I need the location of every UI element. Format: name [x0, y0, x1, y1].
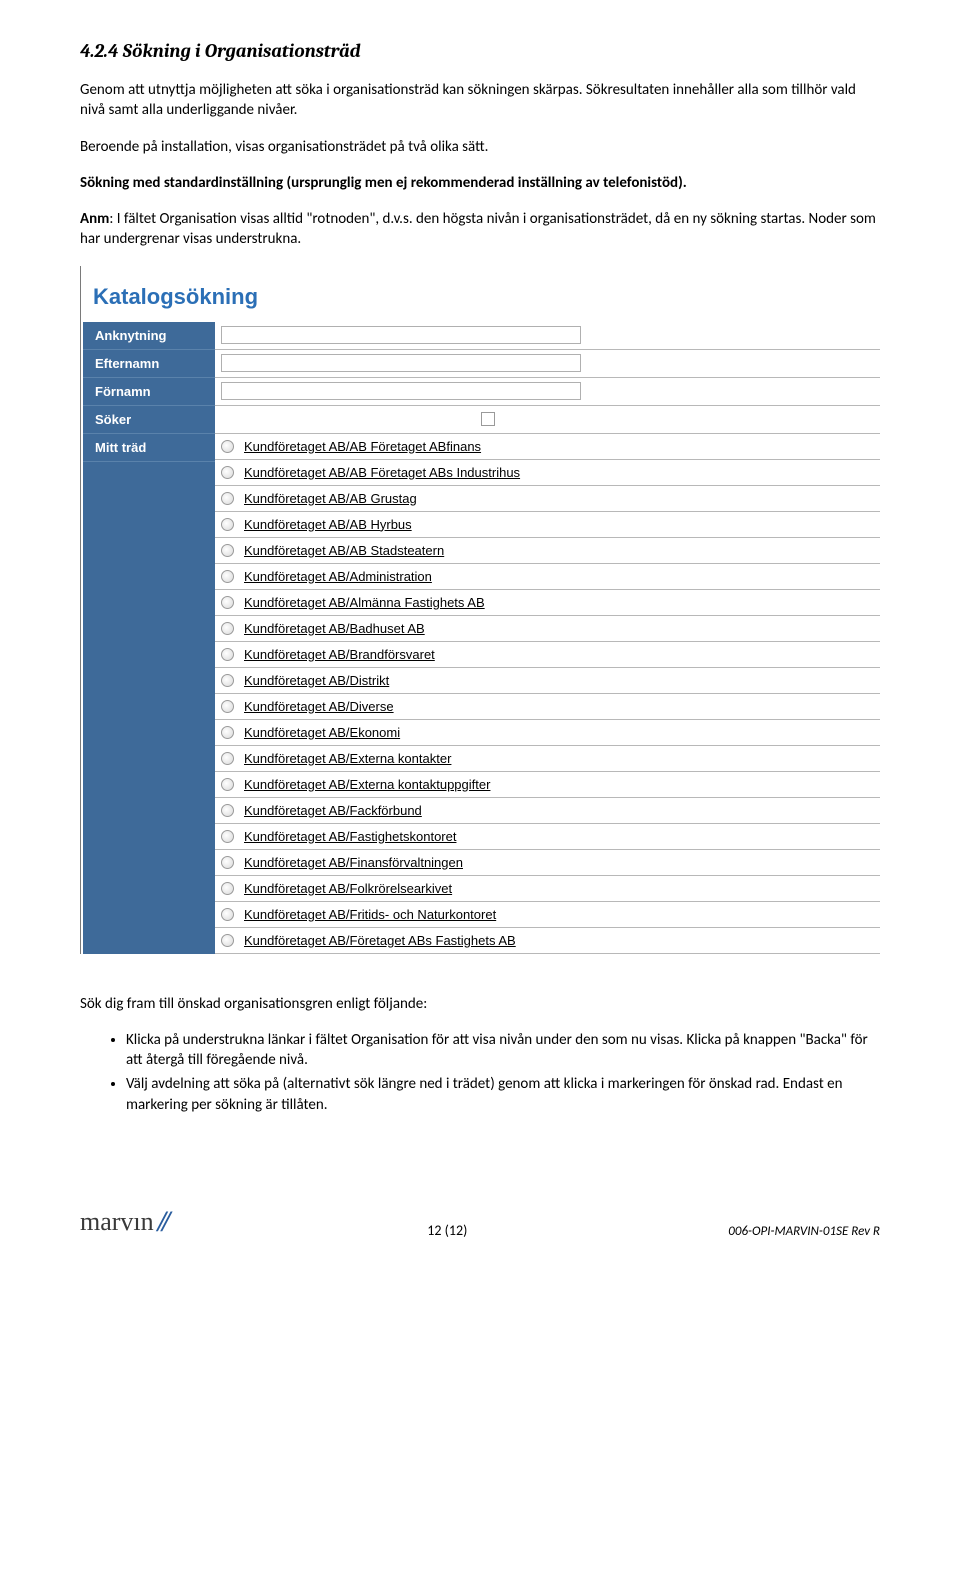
input-row — [215, 378, 880, 406]
tree-link[interactable]: Kundföretaget AB/AB Grustag — [244, 491, 417, 506]
checkbox-row — [215, 406, 880, 434]
embedded-screenshot: Katalogsökning AnknytningEfternamnFörnam… — [80, 266, 880, 954]
text-input[interactable] — [221, 326, 581, 344]
tree-row: Kundföretaget AB/Folkrörelsearkivet — [215, 876, 880, 902]
tree-link[interactable]: Kundföretaget AB/Almänna Fastighets AB — [244, 595, 485, 610]
text-input[interactable] — [221, 354, 581, 372]
list-item: Välj avdelning att söka på (alternativt … — [126, 1074, 880, 1115]
radio-icon[interactable] — [221, 830, 234, 843]
paragraph-standard: Sökning med standardinställning (ursprun… — [80, 173, 880, 193]
radio-icon[interactable] — [221, 882, 234, 895]
tree-link[interactable]: Kundföretaget AB/Administration — [244, 569, 432, 584]
sidebar-fill — [83, 462, 215, 954]
tree-link[interactable]: Kundföretaget AB/AB Stadsteatern — [244, 543, 444, 558]
logo: marvın // — [80, 1205, 166, 1239]
form-label: Efternamn — [83, 350, 215, 378]
tree-row: Kundföretaget AB/AB Stadsteatern — [215, 538, 880, 564]
document-id: 006-OPI-MARVIN-01SE Rev R — [728, 1224, 880, 1239]
katalog-title: Katalogsökning — [83, 266, 880, 322]
note-rest: : I fältet Organisation visas alltid "ro… — [80, 210, 876, 248]
text-input[interactable] — [221, 382, 581, 400]
input-row — [215, 322, 880, 350]
radio-icon[interactable] — [221, 856, 234, 869]
section-heading: 4.2.4 Sökning i Organisationsträd — [80, 40, 880, 62]
logo-slash-icon: // — [158, 1205, 167, 1239]
tree-link[interactable]: Kundföretaget AB/Företaget ABs Fastighet… — [244, 933, 516, 948]
tree-row: Kundföretaget AB/Externa kontaktuppgifte… — [215, 772, 880, 798]
radio-icon[interactable] — [221, 908, 234, 921]
tree-row: Kundföretaget AB/Brandförsvaret — [215, 642, 880, 668]
radio-icon[interactable] — [221, 648, 234, 661]
radio-icon[interactable] — [221, 804, 234, 817]
radio-icon[interactable] — [221, 518, 234, 531]
tree-row: Kundföretaget AB/Badhuset AB — [215, 616, 880, 642]
list-item: Klicka på understrukna länkar i fältet O… — [126, 1030, 880, 1071]
tree-row: Kundföretaget AB/Fackförbund — [215, 798, 880, 824]
radio-icon[interactable] — [221, 570, 234, 583]
tree-row: Kundföretaget AB/AB Grustag — [215, 486, 880, 512]
instruction-list: Klicka på understrukna länkar i fältet O… — [80, 1030, 880, 1115]
checkbox[interactable] — [481, 412, 495, 426]
paragraph-intro: Genom att utnyttja möjligheten att söka … — [80, 80, 880, 121]
radio-icon[interactable] — [221, 440, 234, 453]
radio-icon[interactable] — [221, 596, 234, 609]
radio-icon[interactable] — [221, 466, 234, 479]
tree-link[interactable]: Kundföretaget AB/Ekonomi — [244, 725, 400, 740]
tree-link[interactable]: Kundföretaget AB/Externa kontaktuppgifte… — [244, 777, 490, 792]
tree-link[interactable]: Kundföretaget AB/AB Hyrbus — [244, 517, 412, 532]
tree-row: Kundföretaget AB/Externa kontakter — [215, 746, 880, 772]
tree-row: Kundföretaget AB/Finansförvaltningen — [215, 850, 880, 876]
tree-row: Kundföretaget AB/AB Företaget ABs Indust… — [215, 460, 880, 486]
tree-link[interactable]: Kundföretaget AB/Folkrörelsearkivet — [244, 881, 452, 896]
tree-link[interactable]: Kundföretaget AB/Fastighetskontoret — [244, 829, 456, 844]
tree-row: Kundföretaget AB/AB Hyrbus — [215, 512, 880, 538]
tree-link[interactable]: Kundföretaget AB/Badhuset AB — [244, 621, 425, 636]
tree-link[interactable]: Kundföretaget AB/Externa kontakter — [244, 751, 451, 766]
form-label: Söker — [83, 406, 215, 434]
radio-icon[interactable] — [221, 622, 234, 635]
tree-link[interactable]: Kundföretaget AB/Fritids- och Naturkonto… — [244, 907, 496, 922]
page-number: 12 (12) — [427, 1222, 467, 1239]
tree-link[interactable]: Kundföretaget AB/Distrikt — [244, 673, 389, 688]
tree-row: Kundföretaget AB/Almänna Fastighets AB — [215, 590, 880, 616]
note-prefix: Anm — [80, 210, 109, 228]
logo-text: marvın — [80, 1207, 154, 1237]
tree-link[interactable]: Kundföretaget AB/AB Företaget ABfinans — [244, 439, 481, 454]
form-label: Förnamn — [83, 378, 215, 406]
radio-icon[interactable] — [221, 674, 234, 687]
tree-row: Kundföretaget AB/Distrikt — [215, 668, 880, 694]
input-row — [215, 350, 880, 378]
tree-row: Kundföretaget AB/Fritids- och Naturkonto… — [215, 902, 880, 928]
tree-link[interactable]: Kundföretaget AB/Fackförbund — [244, 803, 422, 818]
tree-row: Kundföretaget AB/AB Företaget ABfinans — [215, 434, 880, 460]
radio-icon[interactable] — [221, 778, 234, 791]
tree-link[interactable]: Kundföretaget AB/AB Företaget ABs Indust… — [244, 465, 520, 480]
tree-link[interactable]: Kundföretaget AB/Finansförvaltningen — [244, 855, 463, 870]
tree-row: Kundföretaget AB/Företaget ABs Fastighet… — [215, 928, 880, 954]
tree-row: Kundföretaget AB/Fastighetskontoret — [215, 824, 880, 850]
radio-icon[interactable] — [221, 700, 234, 713]
radio-icon[interactable] — [221, 934, 234, 947]
form-label: Mitt träd — [83, 434, 215, 462]
tree-row: Kundföretaget AB/Diverse — [215, 694, 880, 720]
tree-link[interactable]: Kundföretaget AB/Brandförsvaret — [244, 647, 435, 662]
paragraph-note: Anm: I fältet Organisation visas alltid … — [80, 209, 880, 250]
paragraph-install: Beroende på installation, visas organisa… — [80, 137, 880, 157]
radio-icon[interactable] — [221, 544, 234, 557]
radio-icon[interactable] — [221, 726, 234, 739]
form-label: Anknytning — [83, 322, 215, 350]
tree-row: Kundföretaget AB/Administration — [215, 564, 880, 590]
after-paragraph: Sök dig fram till önskad organisationsgr… — [80, 994, 880, 1014]
tree-row: Kundföretaget AB/Ekonomi — [215, 720, 880, 746]
tree-link[interactable]: Kundföretaget AB/Diverse — [244, 699, 394, 714]
radio-icon[interactable] — [221, 492, 234, 505]
radio-icon[interactable] — [221, 752, 234, 765]
